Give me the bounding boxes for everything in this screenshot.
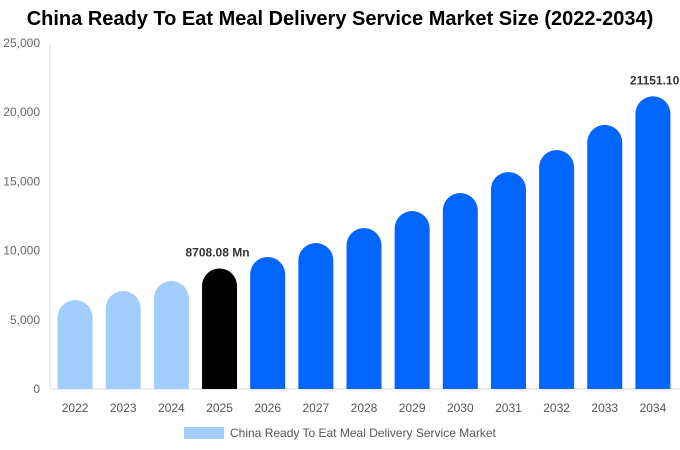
x-tick-label: 2030 [447,401,474,415]
x-tick-label: 2034 [640,401,667,415]
bar-2029 [394,211,430,389]
data-label-2034: 21151.10 Mn [630,73,680,87]
x-tick-label: 2032 [543,401,570,415]
bar-2024 [153,281,189,389]
x-tick-label: 2031 [495,401,522,415]
legend-swatch [184,427,224,439]
x-tick-label: 2024 [158,401,185,415]
bar-2030 [442,193,478,389]
bar-2023 [105,291,141,389]
bar-2025 [202,268,238,389]
legend-label: China Ready To Eat Meal Delivery Service… [230,426,496,440]
data-label-2025: 8708.08 Mn [186,245,250,259]
x-tick-label: 2025 [206,401,233,415]
bar-2031 [490,171,526,389]
bar-2022 [57,300,93,389]
chart-title: China Ready To Eat Meal Delivery Service… [26,8,654,30]
y-tick-label: 25,000 [3,36,40,50]
y-tick-label: 20,000 [3,105,40,119]
bar-2028 [346,228,382,389]
bar-2027 [298,242,334,389]
x-tick-label: 2028 [351,401,378,415]
bar-2033 [587,124,623,389]
y-tick-label: 0 [33,382,40,396]
x-tick-label: 2029 [399,401,426,415]
y-tick-label: 5,000 [10,313,40,327]
x-tick-label: 2027 [302,401,329,415]
bar-2026 [250,256,286,389]
y-tick-label: 15,000 [3,174,40,188]
x-tick-label: 2023 [110,401,137,415]
x-tick-label: 2033 [591,401,618,415]
y-tick-label: 10,000 [3,244,40,258]
legend: China Ready To Eat Meal Delivery Service… [184,426,496,440]
bar-2034 [635,96,671,390]
x-tick-label: 2026 [254,401,281,415]
x-tick-label: 2022 [62,401,89,415]
bar-2032 [539,149,575,389]
